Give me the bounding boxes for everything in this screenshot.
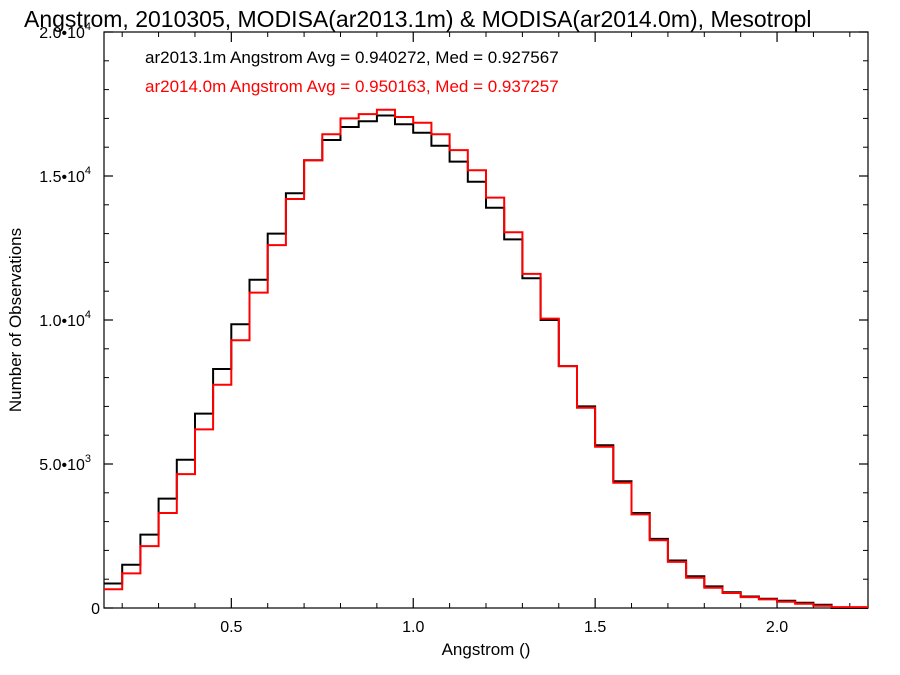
x-tick-label: 1.5 <box>584 619 606 636</box>
y-axis-ticks: 0 5.0•103 1.0•104 1.5•104 2.0•104 <box>39 21 868 618</box>
y-tick-label: 0 <box>91 601 100 618</box>
plot-frame <box>103 31 869 609</box>
y-axis-label: Number of Observations <box>6 228 25 412</box>
y-tick-label: 5.0•103 <box>39 453 91 474</box>
plot-border <box>103 31 869 609</box>
chart-title: Angstrom, 2010305, MODISA(ar2013.1m) & M… <box>24 6 811 32</box>
x-tick-label: 1.0 <box>402 619 424 636</box>
annotation-black: ar2013.1m Angstrom Avg = 0.940272, Med =… <box>145 48 559 67</box>
series-line-1 <box>104 108 868 609</box>
annotation-red: ar2014.0m Angstrom Avg = 0.950163, Med =… <box>145 77 559 96</box>
x-tick-label: 2.0 <box>766 619 788 636</box>
y-tick-label: 2.0•104 <box>39 21 91 42</box>
y-tick-label: 1.0•104 <box>39 309 91 330</box>
y-tick-label: 1.5•104 <box>39 165 91 186</box>
x-tick-label: 0.5 <box>220 619 242 636</box>
x-axis-ticks: 0.5 1.0 1.5 2.0 <box>121 32 851 636</box>
series-layer <box>104 108 868 609</box>
x-axis-label: Angstrom () <box>442 640 531 659</box>
